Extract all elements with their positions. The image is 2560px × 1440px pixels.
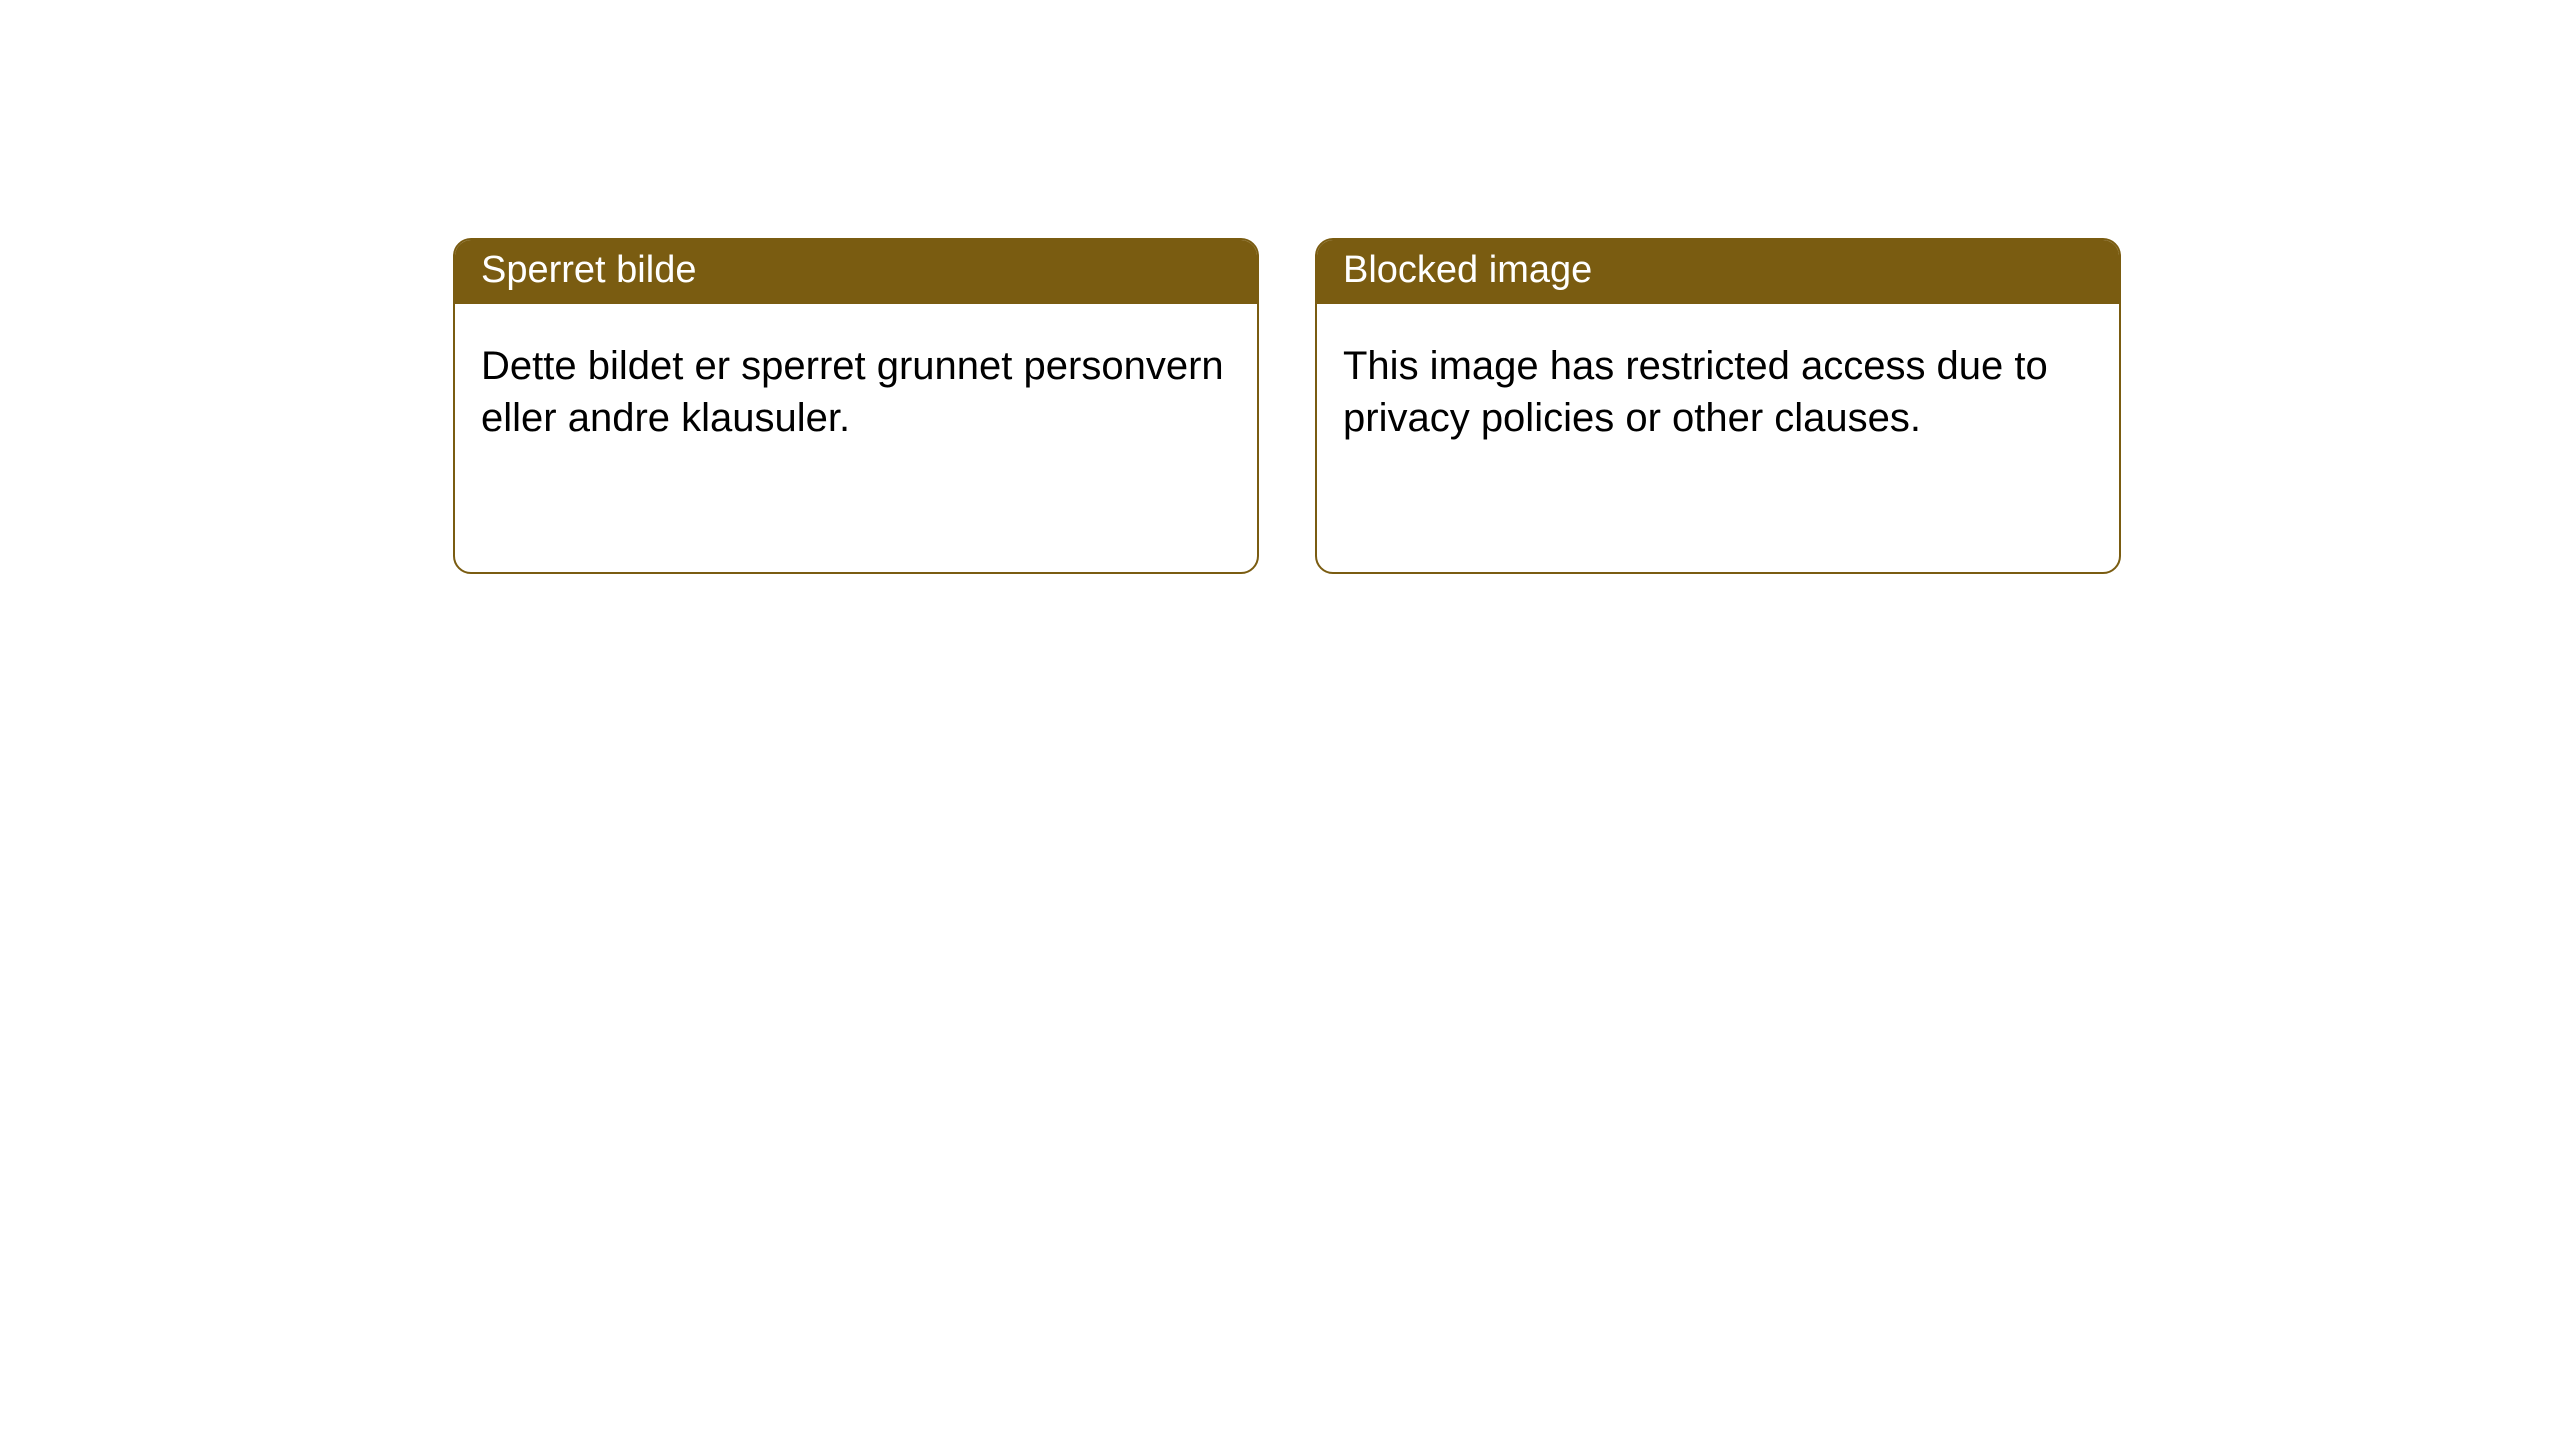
card-title: Sperret bilde [455,240,1257,304]
notice-cards-container: Sperret bilde Dette bildet er sperret gr… [0,0,2560,574]
card-title: Blocked image [1317,240,2119,304]
card-body: Dette bildet er sperret grunnet personve… [455,304,1257,470]
blocked-image-card-en: Blocked image This image has restricted … [1315,238,2121,574]
blocked-image-card-no: Sperret bilde Dette bildet er sperret gr… [453,238,1259,574]
card-body: This image has restricted access due to … [1317,304,2119,470]
